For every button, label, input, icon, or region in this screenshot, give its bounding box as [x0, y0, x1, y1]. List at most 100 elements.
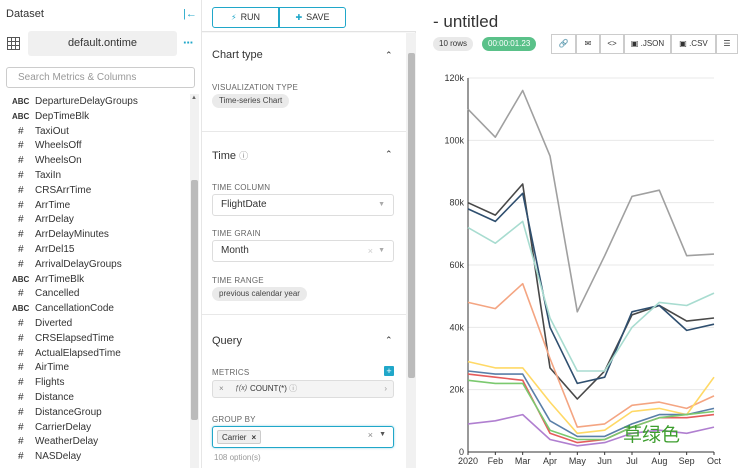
numeric-type-icon: #: [18, 170, 24, 181]
numeric-type-icon: #: [18, 184, 24, 196]
groupby-tag[interactable]: Carrier ×: [217, 430, 262, 444]
time-title[interactable]: Time ⓘ: [212, 150, 249, 162]
y-tick-label: 60k: [449, 260, 464, 270]
column-item[interactable]: # NASDelay: [0, 449, 190, 464]
remove-tag-icon[interactable]: ×: [251, 433, 257, 442]
export-csv-button[interactable]: ▣ .CSV: [671, 34, 716, 54]
column-item[interactable]: # ArrDel15: [0, 242, 190, 257]
string-type-icon: ABC: [12, 111, 30, 121]
time-column-select[interactable]: FlightDate ▼: [212, 194, 394, 216]
column-item[interactable]: # ActualElapsedTime: [0, 346, 190, 361]
x-tick-label: 2020: [458, 456, 478, 466]
code-icon: <>: [607, 39, 617, 48]
watermark-text: 草绿色: [623, 424, 681, 446]
column-name: DistanceGroup: [35, 406, 102, 418]
column-name: ArrDelayMinutes: [35, 229, 109, 241]
column-item[interactable]: # ArrDelay: [0, 212, 190, 227]
column-item[interactable]: # CRSArrTime: [0, 183, 190, 198]
time-range-value[interactable]: previous calendar year: [212, 287, 307, 301]
more-options-icon[interactable]: ···: [183, 35, 194, 50]
column-name: WheelsOff: [35, 140, 82, 152]
column-name: CarrierDelay: [35, 421, 92, 433]
column-item[interactable]: ABC CancellationCode: [0, 301, 190, 316]
column-item[interactable]: # Flights: [0, 375, 190, 390]
run-button[interactable]: ⚡ RUN: [212, 7, 279, 28]
control-panel-scrollbar[interactable]: [406, 33, 416, 468]
numeric-type-icon: #: [18, 347, 24, 359]
column-name: TaxiIn: [35, 170, 62, 181]
series-line-10: [467, 413, 715, 447]
column-item[interactable]: # ArrTime: [0, 198, 190, 213]
clear-icon[interactable]: ×: [367, 246, 373, 256]
column-name: DepTimeBlk: [35, 110, 90, 122]
remove-metric-icon[interactable]: ×: [219, 384, 224, 393]
add-metric-icon[interactable]: +: [384, 366, 394, 376]
numeric-type-icon: #: [18, 214, 24, 226]
x-tick-label: Jun: [597, 456, 612, 466]
column-item[interactable]: # TaxiOut: [0, 124, 190, 139]
column-item[interactable]: # Distance: [0, 390, 190, 405]
column-item[interactable]: # DistanceGroup: [0, 405, 190, 420]
chart-type-title[interactable]: Chart type: [212, 49, 263, 61]
column-item[interactable]: # TaxiIn: [0, 168, 190, 183]
viz-type-value[interactable]: Time-series Chart: [212, 94, 290, 108]
datasource-name[interactable]: default.ontime: [28, 31, 177, 56]
collapse-panel-icon[interactable]: |←: [183, 8, 197, 20]
column-item[interactable]: ABC DepTimeBlk: [0, 109, 190, 124]
collapse-time-icon[interactable]: ⌃: [385, 149, 393, 159]
column-item[interactable]: # CarrierDelay: [0, 420, 190, 435]
metric-item[interactable]: × ƒ(x) COUNT(*) ⓘ ›: [212, 380, 394, 398]
column-name: WheelsOn: [35, 155, 82, 167]
table-icon: [7, 37, 20, 50]
copy-link-button[interactable]: 🔗: [551, 34, 576, 54]
export-json-button[interactable]: ▣ .JSON: [624, 34, 671, 54]
column-item[interactable]: # ArrDelayMinutes: [0, 227, 190, 242]
x-tick-label: Aug: [651, 456, 667, 466]
numeric-type-icon: #: [18, 229, 24, 241]
column-list-scrollbar[interactable]: ▲: [190, 94, 199, 468]
column-name: CancellationCode: [35, 303, 114, 315]
options-count: 108 option(s): [214, 453, 261, 462]
scrollbar-thumb[interactable]: [408, 53, 415, 378]
column-item[interactable]: # Diverted: [0, 316, 190, 331]
scrollbar-thumb[interactable]: [191, 180, 198, 420]
series-line-6: [467, 360, 715, 435]
y-tick-label: 20k: [449, 385, 464, 395]
chart-title[interactable]: - untitled: [433, 12, 499, 31]
hamburger-icon: ☰: [723, 39, 731, 48]
menu-button[interactable]: ☰: [716, 34, 738, 54]
column-name: Flights: [35, 377, 65, 389]
embed-button[interactable]: <>: [600, 34, 624, 54]
bolt-icon: ⚡: [230, 13, 237, 22]
numeric-type-icon: #: [18, 140, 24, 152]
column-item[interactable]: # WeatherDelay: [0, 434, 190, 449]
column-item[interactable]: # WheelsOn: [0, 153, 190, 168]
chevron-down-icon: ▼: [378, 247, 385, 254]
time-section: Time ⓘ ⌃ TIME COLUMN FlightDate ▼ TIME G…: [202, 132, 406, 314]
column-item[interactable]: # Cancelled: [0, 286, 190, 301]
clear-icon[interactable]: ×: [367, 430, 373, 440]
groupby-select[interactable]: Carrier × × ▼: [212, 426, 394, 448]
collapse-query-icon[interactable]: ⌃: [385, 335, 393, 345]
collapse-chart-type-icon[interactable]: ⌃: [385, 50, 393, 60]
column-item[interactable]: # AirTime: [0, 360, 190, 375]
series-line-9: [467, 379, 715, 441]
metrics-label: METRICS: [212, 368, 250, 377]
time-grain-select[interactable]: Month × ▼: [212, 240, 394, 262]
column-name: CRSArrTime: [35, 184, 92, 196]
numeric-type-icon: #: [18, 362, 24, 374]
series-line-3: [467, 192, 715, 385]
scroll-up-icon[interactable]: ▲: [191, 95, 197, 101]
column-item[interactable]: # ArrivalDelayGroups: [0, 257, 190, 272]
column-item[interactable]: # CRSElapsedTime: [0, 331, 190, 346]
column-item[interactable]: ABC DepartureDelayGroups: [0, 94, 190, 109]
column-item[interactable]: # WheelsOff: [0, 138, 190, 153]
email-button[interactable]: ✉: [576, 34, 600, 54]
x-tick-label: Feb: [488, 456, 504, 466]
datasource-panel: Dataset |← default.ontime ··· Search Met…: [0, 0, 202, 468]
search-columns-input[interactable]: Search Metrics & Columns: [6, 67, 195, 88]
column-item[interactable]: ABC ArrTimeBlk: [0, 272, 190, 287]
series-line-1: [467, 89, 715, 313]
save-button[interactable]: ✚ SAVE: [279, 7, 346, 28]
query-title[interactable]: Query: [212, 335, 242, 347]
